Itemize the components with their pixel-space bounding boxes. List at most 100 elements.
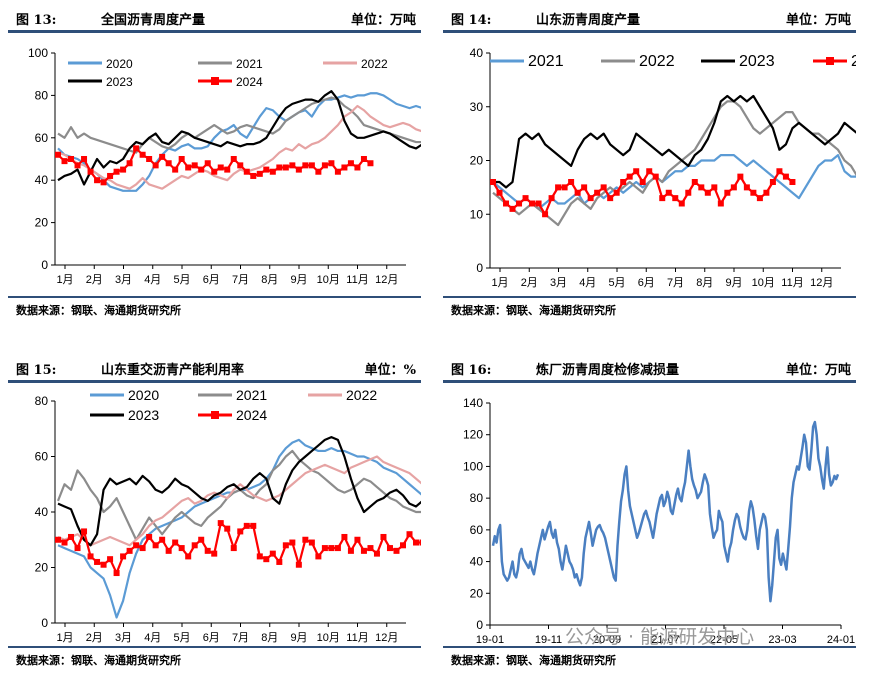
series-marker-2024	[263, 556, 270, 563]
figure-number: 图 14:	[451, 13, 492, 28]
series-marker-2024	[152, 162, 159, 169]
chart-area: 0 20 40 60 80 1月 2月 3月 4月 5月 6月 7月 8月 9月 10月 11月 12月 2020…	[35, 387, 421, 644]
footer-rule	[8, 646, 421, 648]
x-tick-label: 6月	[638, 277, 655, 289]
series-marker-2024	[172, 166, 179, 173]
series-marker-2024	[509, 205, 516, 212]
figure-number: 图 13:	[16, 13, 57, 28]
legend-label: 2020	[106, 57, 133, 71]
legend-label: 2023	[106, 75, 133, 89]
header-rule	[443, 380, 856, 383]
y-tick-label: 40	[35, 505, 49, 519]
series-marker-2024	[107, 556, 114, 563]
x-tick-label: 11月	[781, 277, 803, 289]
series-marker-2024	[496, 189, 503, 196]
series-marker-2024	[100, 179, 107, 186]
series-marker-2024	[594, 189, 601, 196]
y-tick-label: 80	[35, 88, 49, 102]
y-tick-label: 140	[463, 396, 483, 410]
y-tick-label: 20	[35, 561, 49, 575]
legend-label: 2024	[851, 53, 856, 70]
series-marker-2024	[308, 162, 315, 169]
unit-label: 单位：万吨	[785, 363, 851, 378]
x-tick-label: 5月	[173, 274, 190, 286]
series-marker-2024	[568, 179, 575, 185]
series-marker-2024	[782, 173, 789, 180]
series-marker-2024	[685, 189, 692, 196]
series-marker-2024	[743, 184, 750, 191]
legend-marker	[211, 411, 219, 419]
series-marker-2024	[347, 160, 354, 167]
series-marker-2024	[587, 195, 594, 202]
series-marker-2024	[341, 164, 348, 171]
x-tick-label: 23-03	[768, 634, 796, 646]
figure-title: 全国沥青周度产量	[101, 13, 206, 28]
series-marker-2024	[100, 561, 107, 568]
x-tick-label: 21-07	[651, 634, 679, 646]
series-line-2023	[57, 90, 421, 186]
series-marker-2024	[120, 166, 127, 173]
series-marker-2024	[250, 522, 257, 529]
series-line-2021	[56, 449, 421, 541]
series-marker-2024	[548, 195, 555, 202]
x-tick-label: 9月	[290, 274, 307, 286]
y-tick-label: 80	[35, 394, 49, 408]
chart-area: 0 20 40 60 80 100 1月 2月 3月 4月 5月 6月 7月 8月 9月 10月 11月 12月 2…	[28, 46, 421, 286]
series-marker-2024	[522, 195, 529, 202]
figure-number: 图 16:	[451, 363, 492, 378]
x-tick-label: 8月	[261, 274, 278, 286]
series-marker-2024	[217, 164, 224, 171]
y-tick-label: 60	[35, 131, 49, 145]
series-marker-2024	[490, 179, 496, 185]
series-marker-2024	[81, 528, 88, 535]
y-tick-label: 30	[470, 100, 484, 114]
y-tick-label: 10	[470, 207, 484, 221]
chart-panel-14: 图 14: 山东沥青周度产量 单位：万吨 0 10 20 30 40 1月 2月 3月 4月 5月…	[443, 0, 856, 330]
x-tick-label: 11月	[346, 274, 368, 286]
series-marker-2024	[126, 160, 133, 167]
legend-label: 2024	[236, 407, 267, 423]
series-marker-2024	[386, 545, 393, 552]
y-tick-label: 60	[35, 450, 49, 464]
x-tick-label: 7月	[232, 632, 249, 644]
series-marker-2024	[139, 151, 146, 158]
x-tick-label: 4月	[144, 274, 161, 286]
series-marker-2024	[198, 166, 205, 173]
series-marker-2024	[159, 536, 166, 543]
series-marker-2024	[529, 200, 536, 207]
series-marker-2024	[516, 200, 523, 207]
y-tick-label: 0	[476, 261, 483, 275]
series-marker-2024	[334, 168, 341, 175]
y-tick-label: 40	[35, 173, 49, 187]
series-marker-2024	[737, 173, 744, 180]
y-tick-label: 80	[470, 491, 484, 505]
x-tick-label: 1月	[56, 274, 73, 286]
x-tick-label: 12月	[375, 632, 398, 644]
series-marker-2024	[165, 160, 172, 167]
series-marker-2024	[419, 539, 421, 546]
series-marker-2024	[315, 553, 322, 560]
series-marker-2024	[68, 533, 75, 540]
figure-title: 山东沥青周度产量	[536, 13, 641, 28]
header-rule	[8, 30, 421, 33]
series-marker-2024	[354, 536, 361, 543]
x-tick-label: 7月	[667, 277, 684, 289]
series-marker-2024	[750, 189, 757, 196]
series-marker-2024	[328, 545, 335, 552]
series-marker-2024	[302, 536, 309, 543]
series-marker-2024	[295, 561, 302, 568]
series-marker-2024	[289, 162, 296, 169]
series-marker-2024	[237, 528, 244, 535]
legend-label: 2024	[236, 75, 263, 89]
x-tick-label: 6月	[203, 632, 220, 644]
series-marker-2024	[113, 168, 120, 175]
series-marker-2024	[204, 547, 211, 554]
series-marker-2024	[315, 168, 322, 175]
legend-label: 2021	[528, 53, 564, 70]
series-marker-2024	[659, 195, 666, 202]
series-marker-2024	[133, 542, 140, 549]
unit-label: 单位：%	[364, 363, 416, 378]
source-note: 数据来源：钢联、海通期货研究所	[16, 304, 181, 317]
series-marker-2024	[133, 145, 140, 152]
x-tick-label: 11月	[346, 632, 368, 644]
